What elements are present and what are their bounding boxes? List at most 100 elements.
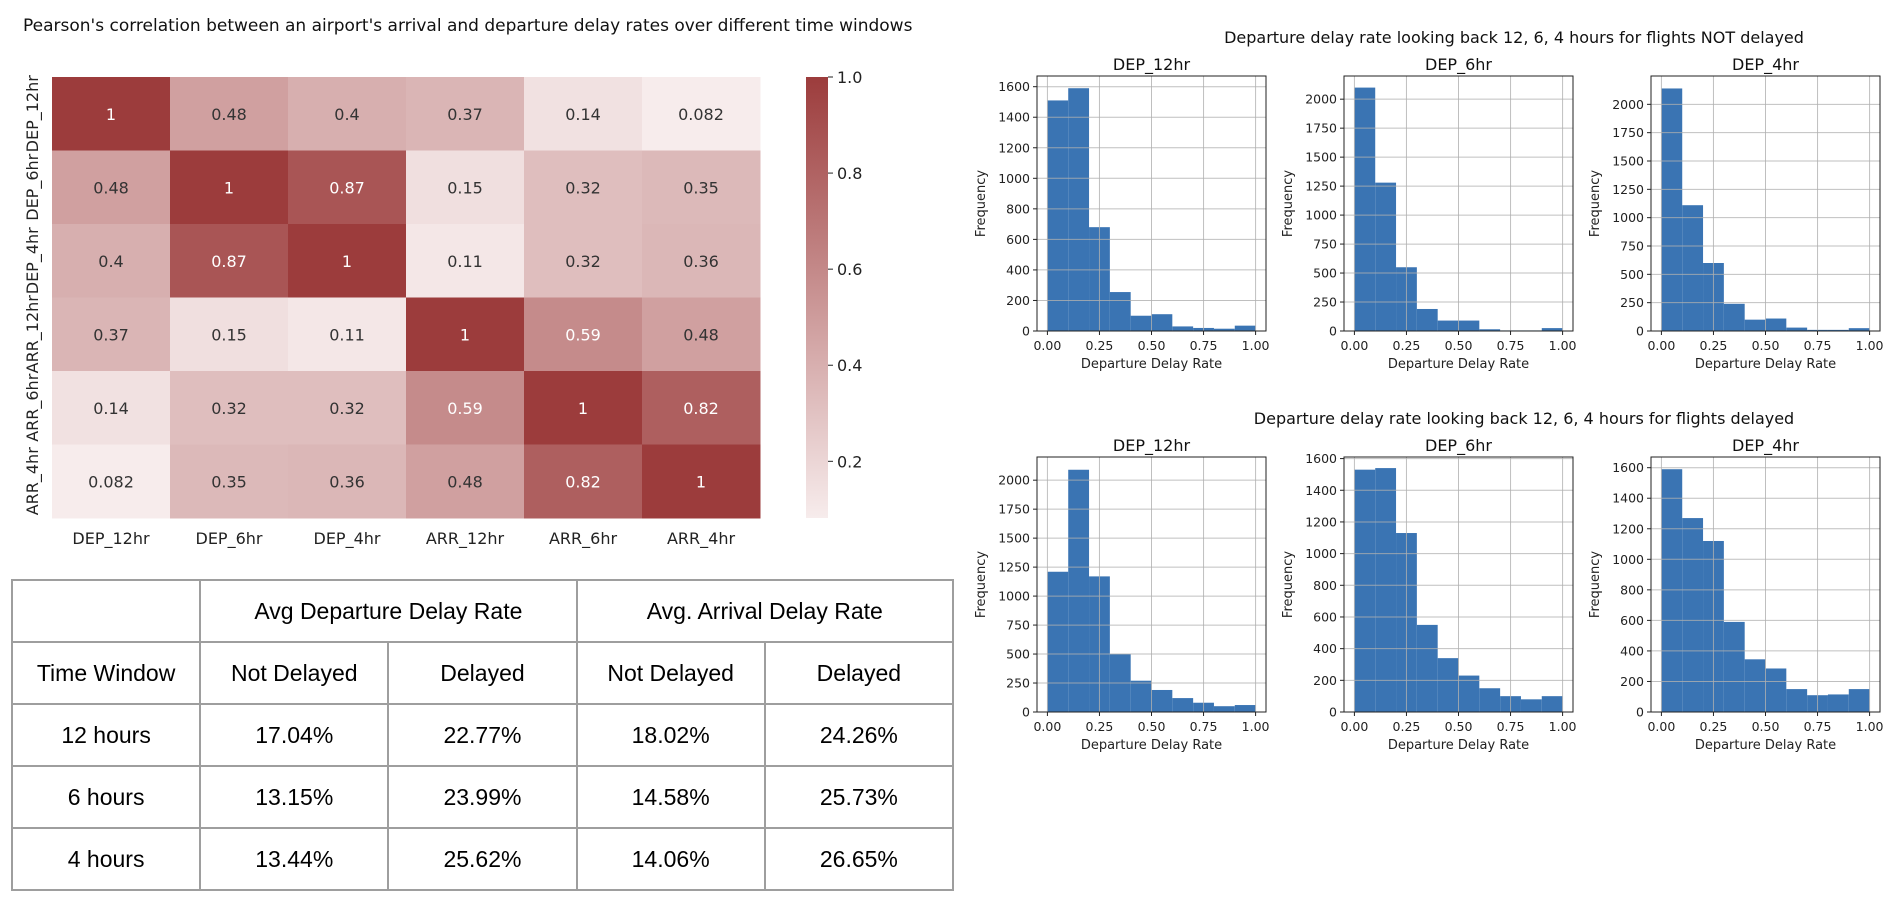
histogram-xlabel: Departure Delay Rate xyxy=(1695,738,1836,753)
histogram-bar xyxy=(1172,326,1194,331)
histogram-bar xyxy=(1723,621,1745,712)
histogram-y-tick-label: 400 xyxy=(1620,643,1644,658)
heatmap-value-label: 0.35 xyxy=(683,178,719,197)
histogram-y-tick-label: 1000 xyxy=(998,589,1030,604)
heatmap-value-label: 1 xyxy=(696,472,706,491)
histogram-title: DEP_6hr xyxy=(1425,436,1492,456)
histogram-x-tick-label: 0.25 xyxy=(1393,719,1421,734)
histogram-y-tick-label: 0 xyxy=(1636,324,1644,339)
histogram-x-tick-label: 0.75 xyxy=(1804,338,1832,353)
heatmap-cell xyxy=(642,150,761,225)
heatmap-cell xyxy=(642,371,761,445)
heatmap-cell xyxy=(524,150,643,225)
histogram-bar xyxy=(1437,320,1459,331)
histogram-bar xyxy=(1130,315,1152,331)
heatmap-value-label: 1 xyxy=(578,399,588,418)
histogram-xlabel: Departure Delay Rate xyxy=(1081,738,1222,753)
histogram-x-tick-label: 1.00 xyxy=(1549,719,1577,734)
heatmap-value-label: 0.82 xyxy=(683,399,719,418)
histogram-bar xyxy=(1661,88,1683,331)
histogram-x-tick-label: 0.50 xyxy=(1752,338,1780,353)
colorbar-tick-label: 0.4 xyxy=(837,356,862,375)
heatmap-value-label: 0.082 xyxy=(88,472,134,491)
histogram-bar xyxy=(1234,705,1256,712)
histogram-y-tick-label: 200 xyxy=(1620,674,1644,689)
table-cell: 25.62% xyxy=(387,827,578,891)
heatmap-value-label: 0.32 xyxy=(565,252,601,271)
heatmap-value-label: 0.15 xyxy=(447,178,483,197)
table-cell: 4 hours xyxy=(10,827,202,891)
histogram-xlabel: Departure Delay Rate xyxy=(1695,357,1836,372)
histogram-bar xyxy=(1234,325,1256,331)
histogram-y-tick-label: 1000 xyxy=(1305,208,1337,223)
heatmap-value-label: 0.082 xyxy=(678,105,724,124)
histogram-y-tick-label: 400 xyxy=(1006,262,1030,277)
histogram-bar xyxy=(1848,328,1870,331)
heatmap-cell xyxy=(170,150,289,225)
histogram-xlabel: Departure Delay Rate xyxy=(1388,357,1529,372)
histogram-x-tick-label: 1.00 xyxy=(1242,719,1270,734)
histogram-bar xyxy=(1047,571,1069,712)
heatmap-cell xyxy=(288,444,407,519)
delay-rate-table: Avg Departure Delay Rate Avg. Arrival De… xyxy=(10,579,955,891)
histogram-x-tick-label: 0.25 xyxy=(1086,719,1114,734)
histogram-y-tick-label: 1400 xyxy=(1612,491,1644,506)
histogram-y-tick-label: 0 xyxy=(1636,705,1644,720)
histogram-y-tick-label: 750 xyxy=(1313,237,1337,252)
table-cell: 13.44% xyxy=(199,827,390,891)
histogram-y-tick-label: 1500 xyxy=(998,531,1030,546)
heatmap-cell xyxy=(170,371,289,445)
histogram-bar xyxy=(1786,689,1808,712)
heatmap-cell xyxy=(406,150,525,225)
histogram-ylabel: Frequency xyxy=(974,170,989,237)
histogram-y-tick-label: 1000 xyxy=(998,171,1030,186)
heatmap-value-label: 0.59 xyxy=(447,399,483,418)
histogram-bar xyxy=(1151,314,1173,331)
histogram-y-tick-label: 750 xyxy=(1006,618,1030,633)
histogram-x-tick-label: 0.50 xyxy=(1445,719,1473,734)
histogram-x-tick-label: 0.75 xyxy=(1190,719,1218,734)
heatmap-x-tick-label: ARR_6hr xyxy=(549,529,618,549)
histogram-x-tick-label: 0.25 xyxy=(1393,338,1421,353)
histogram-y-tick-label: 1250 xyxy=(1612,182,1644,197)
table-cell: 14.06% xyxy=(575,827,766,891)
histogram-ylabel: Frequency xyxy=(974,551,989,618)
table-corner-cell xyxy=(10,579,202,643)
heatmap-x-tick-label: DEP_6hr xyxy=(196,529,263,549)
table-column-header: Not Delayed xyxy=(199,641,390,705)
histogram-y-tick-label: 2000 xyxy=(1612,97,1644,112)
heatmap-y-tick-label: DEP_6hr xyxy=(23,153,43,220)
histogram-y-tick-label: 400 xyxy=(1313,641,1337,656)
colorbar-tick-label: 0.8 xyxy=(837,164,862,183)
table-cell: 13.15% xyxy=(199,765,390,829)
heatmap-y-tick-label: DEP_12hr xyxy=(23,75,43,153)
histogram-y-tick-label: 1500 xyxy=(1612,154,1644,169)
heatmap-value-label: 0.36 xyxy=(683,252,719,271)
histogram-bar xyxy=(1541,696,1563,712)
histogram-x-tick-label: 0.50 xyxy=(1138,719,1166,734)
histogram-bar xyxy=(1151,689,1173,712)
histogram-y-tick-label: 1600 xyxy=(1612,460,1644,475)
histogram-ylabel: Frequency xyxy=(1588,551,1603,618)
histogram-x-tick-label: 0.75 xyxy=(1804,719,1832,734)
heatmap-cell xyxy=(642,297,761,372)
histogram-y-tick-label: 600 xyxy=(1620,613,1644,628)
heatmap-y-tick-label: DEP_4hr xyxy=(23,227,43,294)
heatmap-value-label: 1 xyxy=(106,105,116,124)
heatmap-cell xyxy=(524,371,643,445)
heatmap-cell xyxy=(52,150,171,225)
histogram-y-tick-label: 600 xyxy=(1006,232,1030,247)
table-column-header: Not Delayed xyxy=(575,641,766,705)
histogram-bar xyxy=(1068,88,1090,331)
heatmap-cell xyxy=(642,77,761,151)
histogram-y-tick-label: 0 xyxy=(1329,705,1337,720)
table-cell: 14.58% xyxy=(575,765,766,829)
histogram-bar xyxy=(1213,328,1235,331)
heatmap-value-label: 0.4 xyxy=(334,105,359,124)
heatmap-value-label: 0.48 xyxy=(211,105,247,124)
heatmap-cell xyxy=(288,77,407,151)
heatmap-value-label: 0.37 xyxy=(93,325,129,344)
heatmap-y-tick-label: ARR_12hr xyxy=(23,295,43,374)
heatmap-cell xyxy=(52,371,171,445)
